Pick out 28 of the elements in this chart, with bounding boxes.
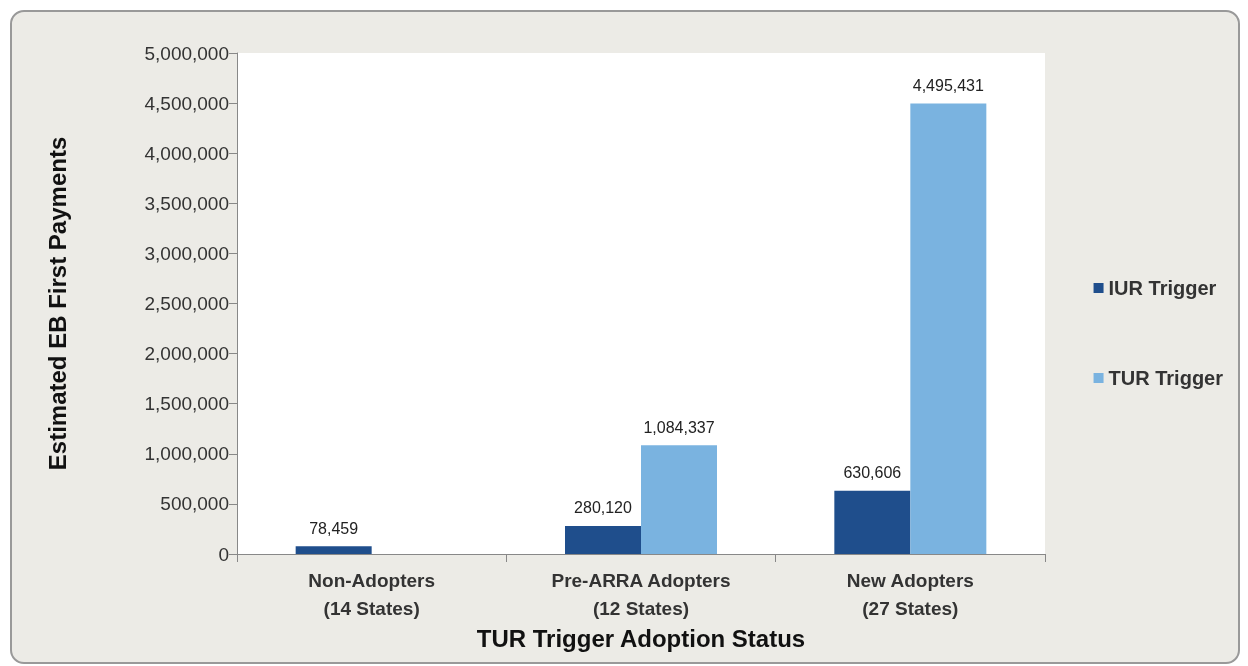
data-label: 4,495,431 <box>912 77 985 95</box>
y-tick-label: 4,500,000 <box>144 92 229 114</box>
bar <box>641 445 717 554</box>
y-tick-label: 1,500,000 <box>144 393 229 415</box>
x-axis-title: TUR Trigger Adoption Status <box>476 625 806 653</box>
bar <box>295 546 372 554</box>
y-tick-label: 500,000 <box>160 493 229 515</box>
y-tick-label: 3,000,000 <box>144 242 229 264</box>
data-label: 78,459 <box>309 519 359 537</box>
y-tick-label: 5,000,000 <box>144 42 229 64</box>
data-label: 630,606 <box>843 464 902 482</box>
x-tick-label: Non-Adopters (14 States) <box>308 569 435 619</box>
legend-label: TUR Trigger <box>1108 367 1224 389</box>
bar <box>834 490 911 554</box>
y-axis-title: Estimated EB First Payments <box>43 136 71 471</box>
y-tick-label: 2,500,000 <box>144 293 229 314</box>
y-tick-label: 1,000,000 <box>144 443 229 465</box>
x-tick-label: New Adopters (27 States) <box>846 569 974 619</box>
data-label: 280,120 <box>574 499 633 517</box>
bar <box>910 103 987 554</box>
y-tick-label: 4,000,000 <box>144 142 229 164</box>
y-tick-label: 0 <box>218 543 229 565</box>
data-label: 1,084,337 <box>643 418 715 436</box>
y-tick-label: 2,000,000 <box>144 343 229 365</box>
x-tick-label: Pre-ARRA Adopters (12 States) <box>551 569 731 619</box>
y-tick-label: 3,500,000 <box>144 192 229 214</box>
bar <box>565 525 641 554</box>
legend-label: IUR Trigger <box>1108 277 1217 299</box>
